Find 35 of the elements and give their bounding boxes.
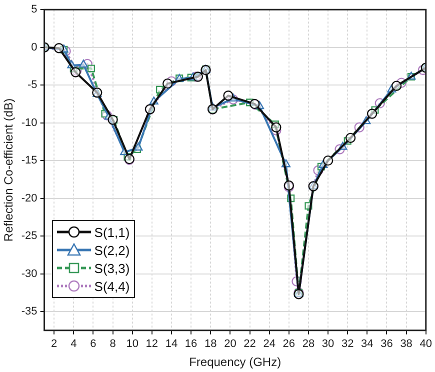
legend-label: S(2,2): [94, 242, 130, 258]
legend-label: S(3,3): [94, 260, 130, 276]
y-tick-label: -10: [21, 116, 38, 129]
x-tick-label: 34: [361, 338, 374, 350]
y-tick-label: -20: [21, 192, 38, 204]
x-tick-label: 6: [90, 338, 96, 350]
x-tick-label: 20: [224, 338, 236, 350]
x-tick-label: 30: [322, 338, 334, 350]
y-tick-label: -35: [21, 306, 38, 318]
x-tick-label: 36: [380, 338, 393, 350]
x-tick-label: 16: [184, 338, 198, 350]
x-tick-label: 40: [420, 338, 432, 350]
x-tick-label: 28: [302, 338, 315, 350]
y-tick-label: -5: [28, 79, 38, 92]
x-axis-title: Frequency (GHz): [189, 355, 282, 370]
x-tick-label: 26: [282, 338, 296, 350]
y-tick-label: -30: [21, 268, 38, 280]
y-axis-title: Reflection Co-efficient (dB): [2, 98, 16, 242]
x-tick-label: 38: [400, 338, 412, 350]
x-tick-label: 12: [146, 338, 158, 350]
x-tick-label: 4: [70, 338, 77, 350]
legend-label: S(1,1): [94, 224, 130, 240]
x-tick-label: 14: [165, 338, 178, 350]
x-tick-label: 24: [263, 338, 276, 350]
y-tick-label: -25: [21, 230, 38, 242]
x-tick-label: 32: [341, 338, 354, 350]
y-tick-label: 5: [31, 4, 38, 16]
legend-label: S(4,4): [94, 278, 130, 294]
x-tick-label: 10: [126, 338, 138, 350]
x-tick-label: 22: [244, 338, 256, 350]
x-tick-label: 2: [51, 338, 58, 350]
y-tick-label: 0: [31, 41, 38, 54]
x-tick-label: 18: [204, 338, 217, 350]
y-tick-label: -15: [21, 154, 38, 167]
x-tick-label: 8: [110, 338, 116, 350]
